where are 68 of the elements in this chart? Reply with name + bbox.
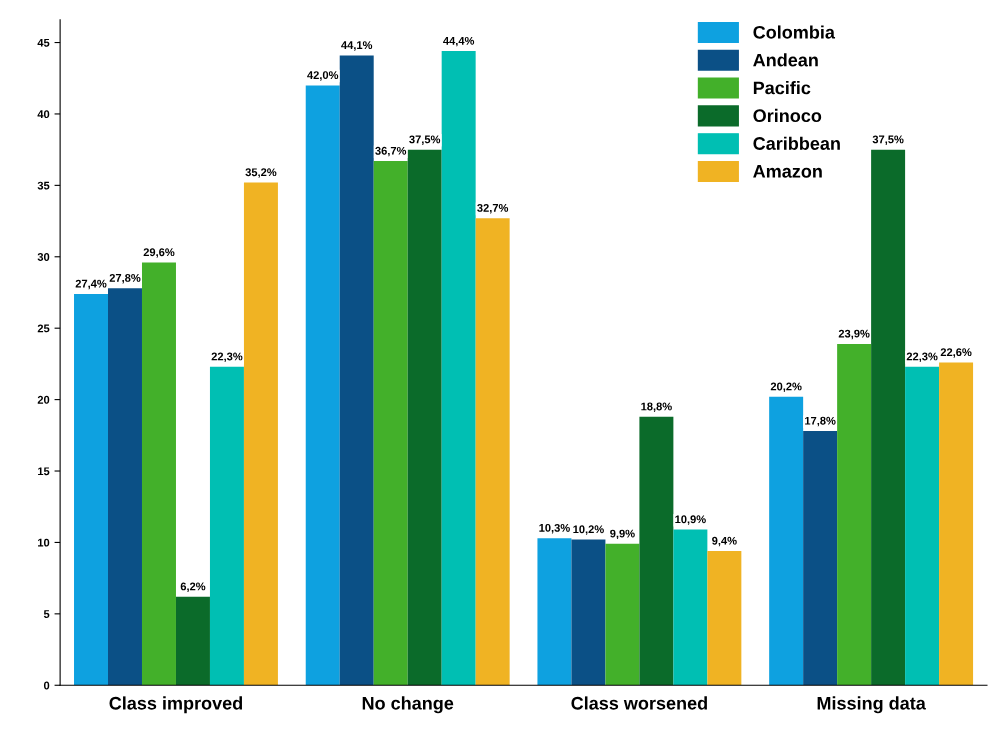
y-tick-label: 45 [37,38,50,47]
data-label: 18,8% [641,402,672,412]
x-tick-label: No change [362,696,454,714]
data-label: 20,2% [770,382,802,392]
data-label: 44,4% [443,36,475,47]
data-label: 9,4% [712,536,737,547]
bar [305,85,340,686]
bar [707,551,742,686]
y-tick-label: 35 [37,181,50,190]
data-label: 10,3% [539,523,570,534]
data-label: 10,2% [573,525,604,535]
y-tick-label: 0 [43,681,50,690]
y-tick-label: 25 [37,324,50,333]
bar [441,51,476,686]
data-label: 17,8% [805,416,836,427]
bar [209,366,244,686]
data-label: 35,2% [245,168,277,178]
bar [175,596,210,686]
bar [871,149,906,686]
bar [243,182,278,686]
legend-label: Caribbean [753,136,840,150]
data-label: 22,3% [211,352,243,362]
data-label: 22,3% [906,352,938,362]
bar [571,539,606,686]
y-tick-label: 40 [37,110,50,119]
data-label: 27,8% [109,273,141,284]
bar [373,161,408,686]
data-label: 22,6% [940,348,972,358]
bar [639,416,674,686]
x-tick-label: Missing data [817,696,926,714]
data-label: 23,9% [838,329,870,340]
legend-label: Pacific [753,81,811,95]
bar [475,218,510,686]
data-label: 36,7% [375,146,407,157]
x-tick-label: Class worsened [571,696,707,710]
bar [673,529,708,686]
bar [407,149,442,686]
data-label: 10,9% [675,515,706,525]
y-tick-label: 20 [37,395,50,404]
y-tick-label: 10 [38,538,50,547]
bar [939,362,974,686]
y-tick-label: 15 [38,467,50,476]
data-label: 29,6% [143,248,175,258]
legend-label: Colombia [753,25,836,39]
bar [339,55,374,686]
data-label: 37,5% [409,135,441,145]
data-label: 44,1% [341,41,373,51]
legend-label: Amazon [753,165,822,178]
bar [74,293,109,686]
x-tick-label: Class improved [109,696,243,714]
bar [537,538,572,686]
data-label: 9,9% [610,529,635,540]
bar [769,396,804,686]
legend-label: Orinoco [753,108,822,123]
bar [141,262,176,686]
y-tick-label: 30 [37,253,50,261]
bar [108,288,142,686]
bar [803,431,838,686]
bar [837,343,872,686]
legend-label: Andean [753,53,818,67]
data-label: 27,4% [75,279,107,290]
y-tick-label: 5 [43,610,50,618]
bar [605,543,640,686]
data-label: 6,2% [180,582,206,592]
data-label: 42,0% [307,71,339,81]
data-label: 37,5% [872,135,904,145]
data-label: 32,7% [477,203,509,214]
bar [905,366,940,686]
